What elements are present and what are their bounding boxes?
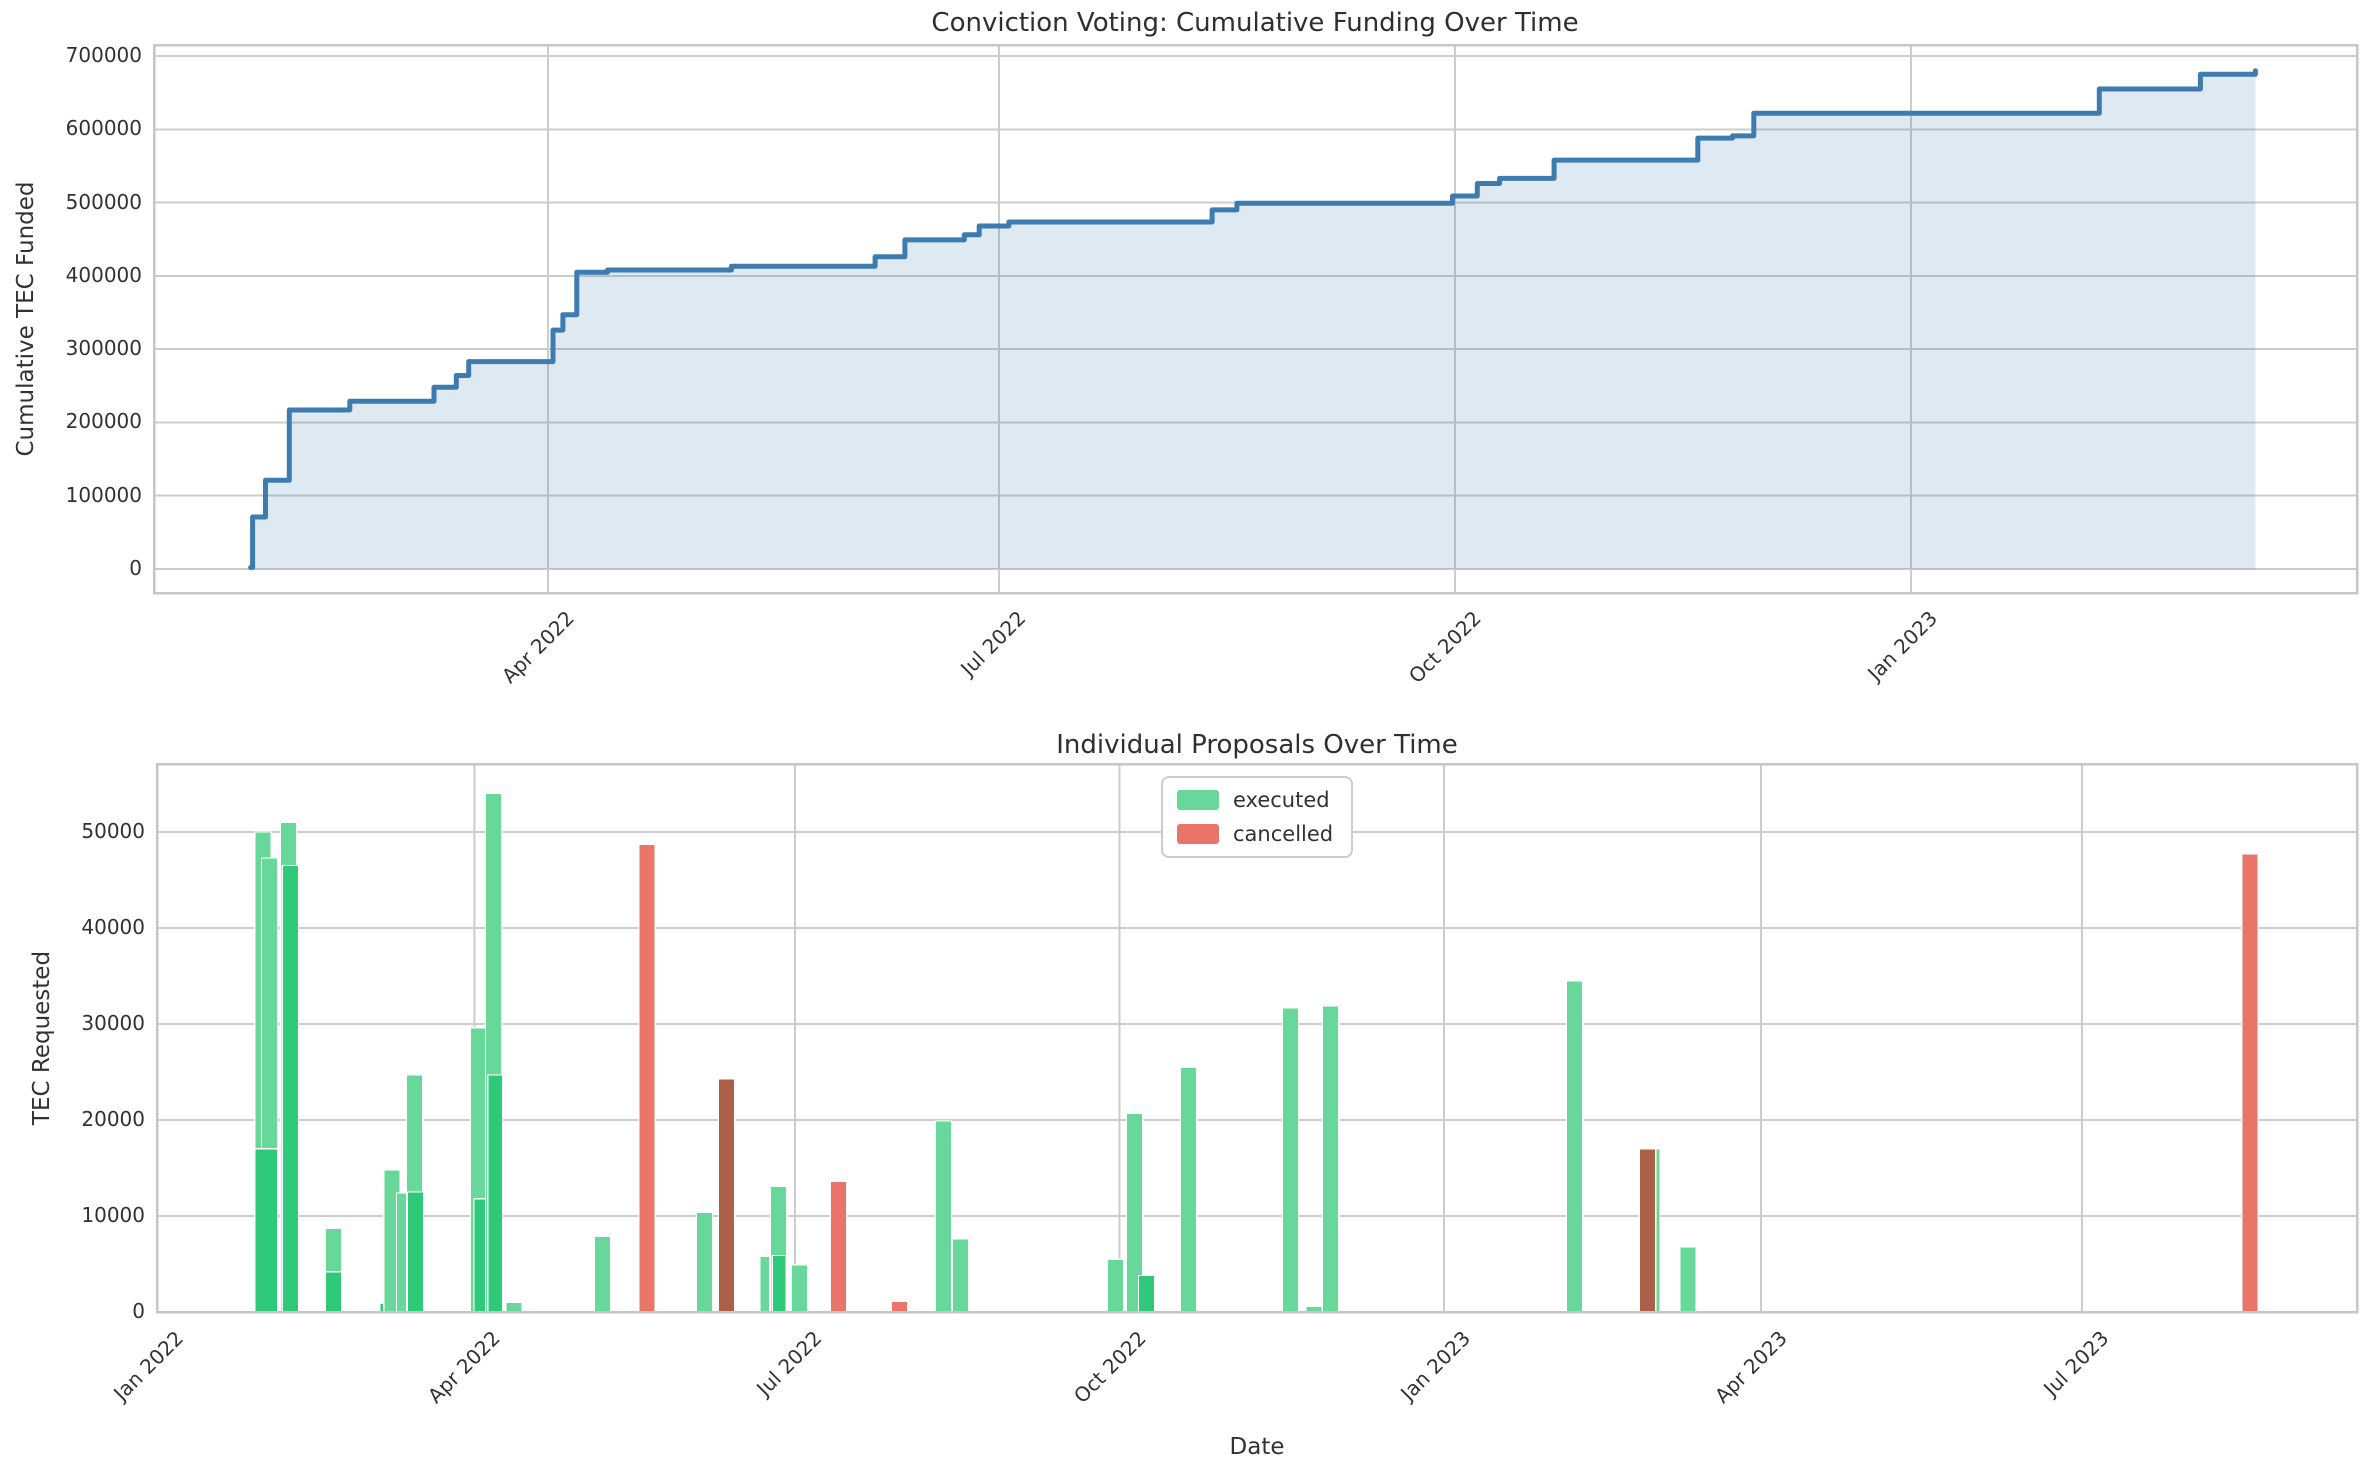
bottom-chart-x-axis-label: Date: [1229, 1434, 1285, 1460]
proposal-bar-executed: [1281, 1007, 1300, 1313]
legend-label-executed: executed: [1233, 788, 1330, 812]
cumulative-funding-area: [250, 70, 2256, 569]
y-tick-label: 0: [129, 555, 142, 580]
proposal-bar-cancelled: [829, 1180, 848, 1313]
proposal-bar-executed: [1106, 1258, 1125, 1313]
cancelled-swatch-icon: [1177, 824, 1219, 844]
proposal-bar-executed: [505, 1301, 523, 1313]
proposal-bar-executed_overlap: [1137, 1274, 1156, 1313]
bottom-chart-plot: [155, 762, 2359, 1314]
proposal-bar-executed: [1321, 1005, 1340, 1313]
y-tick-label: 300000: [65, 335, 142, 360]
y-tick-label: 30000: [81, 1010, 145, 1035]
y-tick-label: 500000: [65, 189, 142, 214]
bottom-chart-y-axis-label: TEC Requested: [29, 950, 55, 1126]
legend-item-cancelled: cancelled: [1177, 822, 1337, 846]
bottom-chart-title: Individual Proposals Over Time: [1056, 730, 1458, 760]
proposal-bar-cancelled_overlap: [1638, 1148, 1657, 1313]
y-tick-label: 20000: [81, 1106, 145, 1131]
top-chart-title: Conviction Voting: Cumulative Funding Ov…: [931, 8, 1579, 38]
proposal-bar-executed_overlap: [771, 1254, 787, 1313]
proposal-bar-executed_overlap: [487, 1074, 504, 1313]
top-chart-y-axis-label: Cumulative TEC Funded: [13, 181, 39, 457]
proposal-bar-cancelled_overlap: [717, 1078, 736, 1313]
proposal-bar-executed: [593, 1235, 612, 1313]
proposal-bar-executed: [951, 1238, 970, 1313]
top-chart-plot: [152, 43, 2359, 595]
proposal-bar-executed_overlap: [281, 864, 300, 1313]
y-tick-label: 600000: [65, 116, 142, 141]
proposal-bar-cancelled: [2241, 853, 2259, 1313]
proposal-bar-cancelled: [638, 843, 656, 1313]
proposal-bar-executed_overlap: [324, 1271, 343, 1313]
proposal-bar-executed_overlap: [254, 1148, 279, 1313]
y-tick-label: 100000: [65, 482, 142, 507]
legend-box: executed cancelled: [1161, 776, 1353, 858]
legend-item-executed: executed: [1177, 788, 1337, 812]
proposal-bar-executed: [695, 1211, 714, 1313]
y-tick-label: 400000: [65, 262, 142, 287]
cumulative-funding-line: [248, 68, 2258, 570]
y-tick-label: 40000: [81, 914, 145, 939]
proposal-bar-executed: [790, 1264, 809, 1313]
legend-label-cancelled: cancelled: [1233, 822, 1334, 846]
proposal-bar-executed: [1179, 1066, 1198, 1313]
proposal-bar-executed: [1679, 1246, 1697, 1313]
y-tick-label: 200000: [65, 409, 142, 434]
y-tick-label: 700000: [65, 42, 142, 67]
proposal-bar-executed: [1565, 980, 1584, 1313]
y-tick-label: 10000: [81, 1202, 145, 1227]
plot-border: [155, 762, 2359, 1314]
proposal-bar-executed: [759, 1255, 771, 1313]
executed-swatch-icon: [1177, 790, 1219, 810]
proposal-bar-executed_overlap: [406, 1191, 425, 1313]
y-tick-label: 0: [132, 1298, 145, 1323]
y-tick-label: 50000: [81, 818, 145, 843]
plot-border: [152, 43, 2359, 595]
proposal-bar-cancelled: [890, 1300, 909, 1313]
proposal-bar-executed: [934, 1120, 953, 1313]
